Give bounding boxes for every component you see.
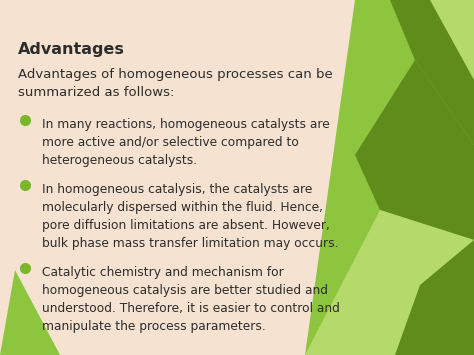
Polygon shape <box>390 0 474 145</box>
Polygon shape <box>0 270 60 355</box>
Polygon shape <box>305 210 474 355</box>
Text: Advantages of homogeneous processes can be
summarized as follows:: Advantages of homogeneous processes can … <box>18 68 333 98</box>
Text: Advantages: Advantages <box>18 42 125 57</box>
Text: Catalytic chemistry and mechanism for
homogeneous catalysis are better studied a: Catalytic chemistry and mechanism for ho… <box>42 266 340 333</box>
Polygon shape <box>355 60 474 240</box>
Polygon shape <box>305 0 474 355</box>
Polygon shape <box>430 0 474 80</box>
Polygon shape <box>395 240 474 355</box>
Text: In many reactions, homogeneous catalysts are
more active and/or selective compar: In many reactions, homogeneous catalysts… <box>42 118 330 167</box>
Text: In homogeneous catalysis, the catalysts are
molecularly dispersed within the flu: In homogeneous catalysis, the catalysts … <box>42 183 338 250</box>
